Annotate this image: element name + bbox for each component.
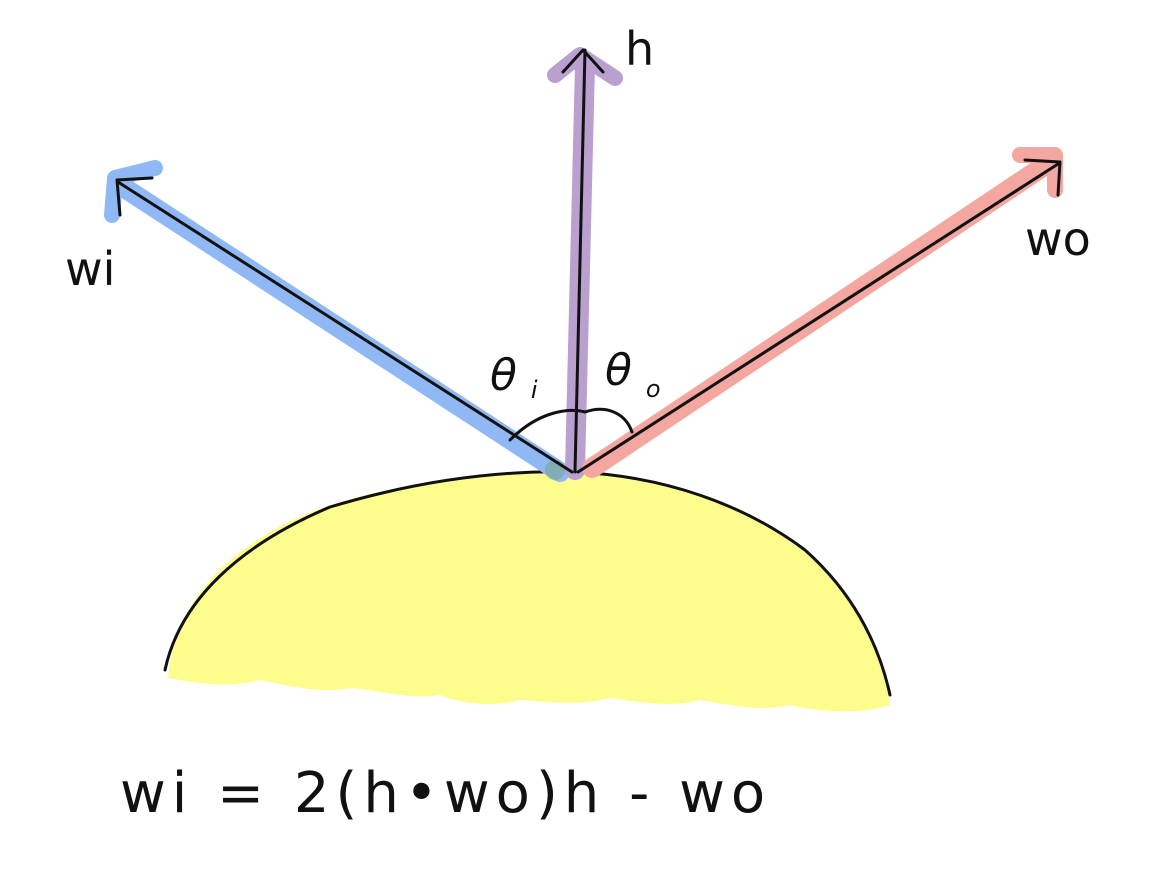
wo-arrowhead — [1023, 158, 1062, 197]
theta-i-subscript: i — [531, 376, 538, 404]
theta-o-symbol: θ — [605, 345, 632, 396]
reflection-equation: wi = 2(h•wo)h - wo — [120, 761, 771, 826]
surface-fill — [168, 471, 890, 712]
label-h: h — [625, 22, 654, 76]
theta-i-symbol: θ — [490, 350, 517, 401]
wo-arrowhead-highlight — [1012, 147, 1063, 198]
wi-highlight — [110, 175, 570, 482]
surface — [163, 470, 892, 712]
wo-vector — [576, 162, 1060, 474]
label-wo: wo — [1025, 212, 1091, 266]
vectors — [115, 48, 1062, 474]
wi-vector — [116, 180, 574, 474]
label-theta-i: θ i — [490, 350, 538, 404]
label-wi: wi — [65, 242, 115, 296]
theta-o-subscript: o — [646, 375, 661, 403]
h-vector — [573, 48, 587, 474]
labels: wi h wo θ i θ o wi = 2(h•wo)h - wo — [65, 22, 1091, 826]
theta-arc — [508, 407, 634, 442]
wi-arrowhead-highlight — [104, 160, 163, 223]
label-theta-o: θ o — [605, 345, 661, 403]
h-arrowhead — [561, 48, 605, 74]
wi-arrowhead — [115, 176, 154, 217]
origin-highlight — [545, 460, 565, 480]
